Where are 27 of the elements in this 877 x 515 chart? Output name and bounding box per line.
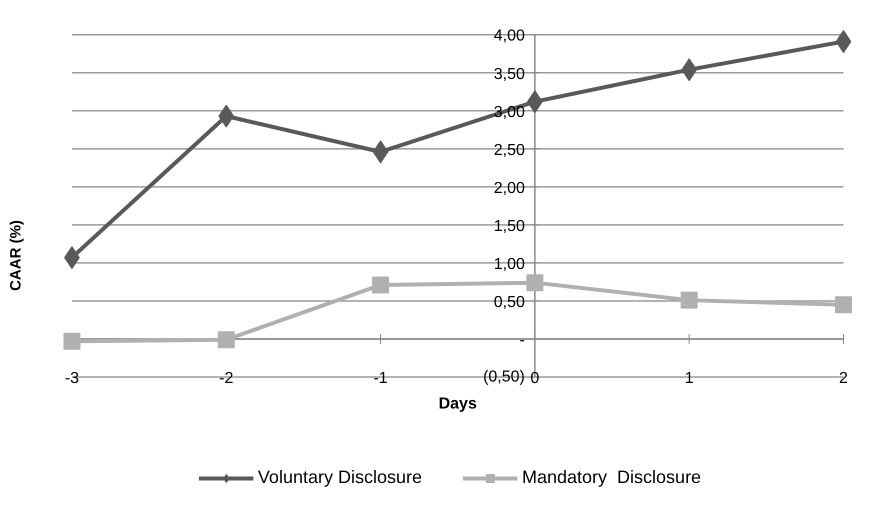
y-tick-label: 1,00 bbox=[494, 256, 525, 273]
y-tick-label: 4,00 bbox=[494, 28, 525, 45]
point bbox=[834, 296, 852, 314]
point bbox=[218, 331, 235, 348]
y-tick-label: 1,50 bbox=[494, 218, 525, 235]
x-axis-title: Days bbox=[438, 396, 477, 413]
point bbox=[372, 276, 390, 294]
x-tick-label: 0 bbox=[530, 370, 540, 388]
y-tick-label: 2,50 bbox=[494, 142, 525, 159]
point bbox=[526, 274, 544, 292]
legend-label: Voluntary Disclosure bbox=[258, 467, 422, 488]
x-tick-label: -3 bbox=[64, 370, 80, 388]
point bbox=[681, 58, 698, 82]
point bbox=[63, 332, 80, 350]
y-tick-label: - bbox=[520, 332, 525, 349]
y-tick-label: 3,50 bbox=[494, 66, 525, 83]
x-tick-label: -2 bbox=[219, 370, 234, 388]
y-tick-label: 2,00 bbox=[494, 180, 525, 197]
x-tick-label: 1 bbox=[684, 370, 694, 388]
x-tick-label: 2 bbox=[839, 370, 848, 388]
legend-label: Mandatory Disclosure bbox=[522, 467, 702, 488]
x-tick-label: -1 bbox=[373, 370, 388, 388]
point bbox=[218, 104, 234, 128]
point bbox=[680, 292, 698, 309]
y-axis-title: CAAR (%) bbox=[8, 220, 24, 291]
y-tick-label: (0,50) bbox=[483, 368, 525, 386]
y-tick-label: 0,50 bbox=[494, 294, 525, 311]
